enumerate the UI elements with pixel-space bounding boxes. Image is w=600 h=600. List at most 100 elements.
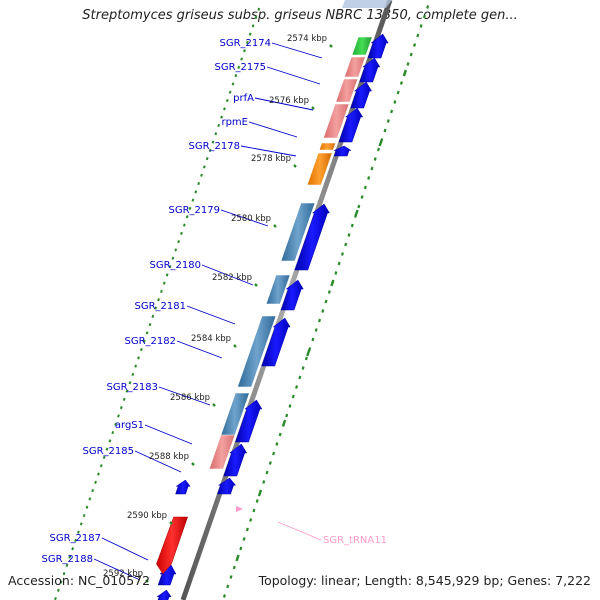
gene-args1[interactable] xyxy=(208,434,236,470)
gene-label[interactable]: SGR_2188 xyxy=(42,554,94,565)
gc-dot xyxy=(334,271,338,275)
gc-dot xyxy=(265,470,269,475)
gene-label[interactable]: SGR_2179 xyxy=(169,205,221,216)
gc-dot xyxy=(234,74,238,78)
gc-dot xyxy=(62,572,66,576)
cds-arrow-sgr_2188[interactable] xyxy=(156,589,172,600)
gc-dot xyxy=(82,513,86,518)
cds-arrow[interactable] xyxy=(261,317,291,367)
gc-dot xyxy=(200,173,203,177)
gc-dot xyxy=(347,233,351,237)
gc-dot xyxy=(68,555,72,559)
gc-dot xyxy=(76,530,80,534)
gc-dot xyxy=(422,14,426,19)
gene-sgr_2180[interactable] xyxy=(280,202,316,262)
gene-label[interactable]: SGR_2183 xyxy=(107,382,159,393)
rna-leader xyxy=(277,521,322,541)
gene-label[interactable]: SGR_2185 xyxy=(83,446,135,457)
gene-label[interactable]: argS1 xyxy=(115,420,144,431)
gc-dot xyxy=(278,432,282,437)
gene-sgr_2175[interactable] xyxy=(344,56,366,78)
gc-dot xyxy=(168,264,172,269)
gc-dot xyxy=(248,32,252,36)
cds-arrow[interactable] xyxy=(223,443,248,477)
gc-dot xyxy=(237,65,241,69)
gene-label[interactable]: SGR_2180 xyxy=(150,260,202,271)
gc-dot xyxy=(363,185,367,190)
gc-dot xyxy=(97,472,100,476)
rna-label[interactable]: SGR_tRNA11 xyxy=(323,535,387,546)
gc-dot xyxy=(232,565,236,570)
gc-dot xyxy=(295,385,299,389)
gc-dot xyxy=(99,464,103,468)
gc-dot xyxy=(285,413,289,418)
scale-tick xyxy=(191,462,195,466)
gc-dot xyxy=(301,366,305,370)
gc-peak xyxy=(281,419,287,427)
gc-dot xyxy=(257,7,261,11)
cds-arrow-small[interactable] xyxy=(175,479,191,495)
gc-dot xyxy=(324,299,328,304)
scale-label: 2582 kbp xyxy=(212,273,252,283)
gc-dot xyxy=(413,43,417,47)
scale-tick xyxy=(311,106,315,110)
gene-label[interactable]: rpmE xyxy=(221,117,248,128)
gene-label[interactable]: SGR_2182 xyxy=(125,336,177,347)
gc-dot xyxy=(327,290,331,294)
gc-content-track xyxy=(54,7,261,600)
gene-label[interactable]: SGR_2181 xyxy=(135,301,187,312)
scale-label: 2586 kbp xyxy=(170,393,210,403)
gene-sgr_2179[interactable] xyxy=(306,152,333,186)
cds-arrow[interactable] xyxy=(280,279,304,311)
scale-tick xyxy=(329,44,333,48)
scale-tick xyxy=(145,579,149,583)
rna-sgr_trna11[interactable] xyxy=(156,516,188,575)
gc-peak xyxy=(257,489,263,497)
accession-text: Accession: NC_010572 xyxy=(8,573,151,588)
gc-dot xyxy=(180,231,183,235)
cds-arrow[interactable] xyxy=(338,107,364,143)
cds-arrow[interactable] xyxy=(294,203,330,271)
gene-rpme[interactable] xyxy=(322,103,350,139)
gc-dot xyxy=(393,100,397,104)
gc-dot xyxy=(139,347,143,352)
gc-dot xyxy=(197,181,201,186)
cds-arrow[interactable] xyxy=(235,399,263,443)
gc-dot xyxy=(119,406,123,410)
gene-sgr_2182[interactable] xyxy=(237,315,277,388)
gc-dot xyxy=(245,527,249,532)
gc-skew-track xyxy=(222,5,430,598)
scale-label: 2592 kbp xyxy=(103,569,143,579)
cds-arrow[interactable] xyxy=(333,145,352,157)
gc-dot xyxy=(165,273,169,277)
gc-dot xyxy=(254,15,258,20)
gc-dot xyxy=(228,90,232,94)
gc-dot xyxy=(114,422,118,426)
gene-label[interactable]: SGR_2187 xyxy=(50,533,102,544)
gene-sgr_2178[interactable] xyxy=(318,142,337,151)
gc-dot xyxy=(308,347,312,351)
topology-summary: Topology: linear; Length: 8,545,929 bp; … xyxy=(258,573,591,588)
gc-dot xyxy=(243,49,246,53)
gc-dot xyxy=(231,82,235,86)
gene-label[interactable]: SGR_2175 xyxy=(215,62,267,73)
cds-arrow-sgr_2187[interactable] xyxy=(157,564,177,586)
gc-peak xyxy=(354,209,359,217)
gc-dot xyxy=(162,281,166,285)
cds-arrow[interactable] xyxy=(217,477,237,495)
gc-dot xyxy=(125,389,129,393)
gene-prfa[interactable] xyxy=(335,78,359,103)
gc-dot xyxy=(390,109,394,114)
gene-sgr_2181[interactable] xyxy=(265,274,291,305)
gene-label[interactable]: SGR_2174 xyxy=(220,38,272,49)
gene-label[interactable]: SGR_2178 xyxy=(189,141,241,152)
scale-tick xyxy=(169,521,173,525)
gene-label[interactable]: prfA xyxy=(233,93,254,104)
gc-dot xyxy=(239,546,243,551)
gc-dot xyxy=(108,439,112,443)
gene-sgr_2174[interactable] xyxy=(351,36,373,56)
scale-label: 2588 kbp xyxy=(149,452,189,462)
gc-dot xyxy=(416,33,420,38)
gc-dot xyxy=(255,499,259,503)
